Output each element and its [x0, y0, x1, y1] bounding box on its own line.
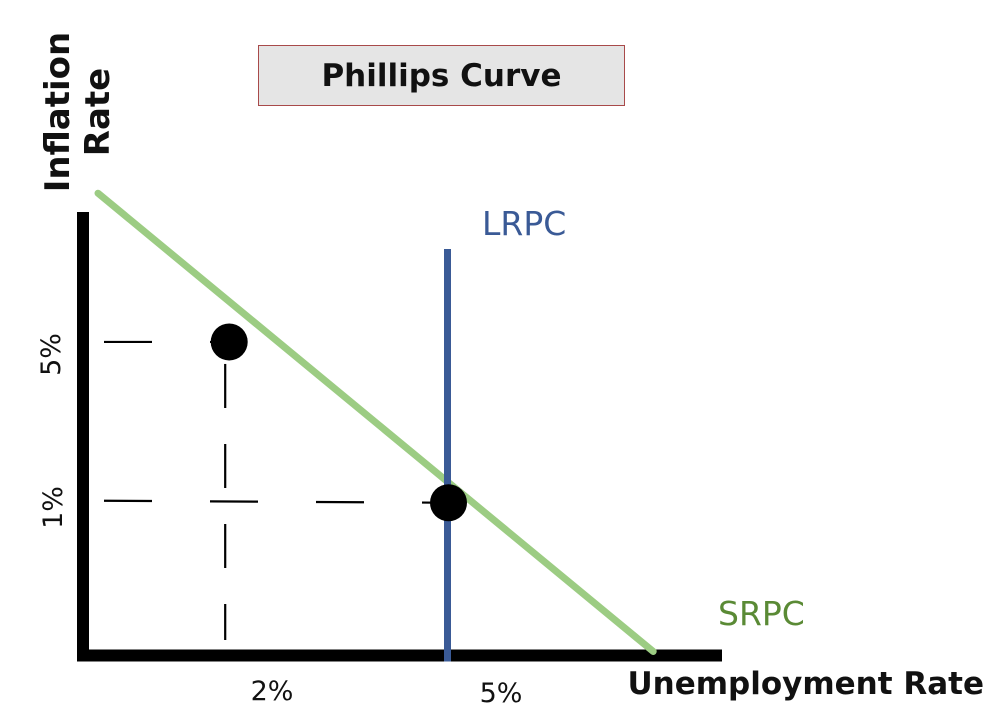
x-tick-label: 2% [250, 676, 294, 707]
dashed-guide-lines [103, 340, 449, 640]
chart-title: Phillips Curve [258, 45, 625, 106]
srpc-label: SRPC [718, 594, 805, 633]
axes [77, 212, 722, 662]
equilibrium-points [210, 323, 467, 522]
srpc-line [94, 189, 657, 655]
x-tick-label: 5% [479, 678, 523, 709]
x-axis-label: Unemployment Rate [627, 666, 984, 702]
y-tick-label: 5% [35, 333, 67, 376]
curve-lines [94, 189, 657, 662]
highlight-point [430, 484, 467, 522]
y-axis-label: Inflation Rate [38, 31, 118, 193]
highlight-point [210, 323, 248, 361]
horizontal-guide-line [103, 499, 449, 504]
y-tick-label: 1% [37, 486, 69, 529]
lrpc-label: LRPC [482, 204, 567, 243]
